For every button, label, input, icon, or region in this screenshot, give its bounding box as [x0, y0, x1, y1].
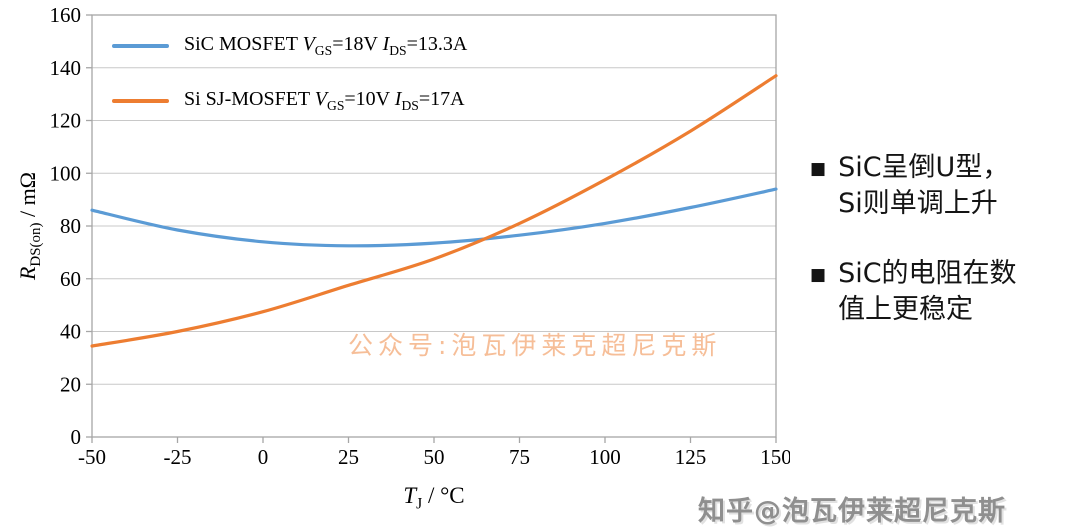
svg-text:-25: -25 — [164, 445, 192, 469]
svg-text:75: 75 — [509, 445, 530, 469]
svg-text:50: 50 — [424, 445, 445, 469]
svg-text:80: 80 — [60, 214, 81, 238]
svg-text:120: 120 — [50, 109, 82, 133]
zhihu-watermark: 知乎@泡瓦伊莱超尼克斯 — [698, 496, 1006, 527]
svg-text:20: 20 — [60, 372, 81, 396]
key-points-panel: ■ SiC呈倒U型， Si则单调上升 ■ SiC的电阻在数 值上更稳定 — [810, 150, 1076, 362]
legend-label: Si SJ-MOSFET VGS=10V IDS=17A — [184, 88, 465, 113]
note-text: SiC呈倒U型， Si则单调上升 — [838, 152, 1010, 219]
note-item-1: ■ SiC的电阻在数 值上更稳定 — [810, 256, 1076, 328]
svg-text:-50: -50 — [78, 445, 106, 469]
gridlines — [92, 67, 776, 385]
x-tick-labels: -50 -25 0 25 50 75 100 125 150 — [78, 445, 792, 469]
svg-text:125: 125 — [675, 445, 707, 469]
svg-text:0: 0 — [258, 445, 269, 469]
svg-text:150: 150 — [760, 445, 790, 469]
axis-ticks — [86, 14, 777, 443]
legend-line-swatch — [112, 99, 169, 103]
svg-text:40: 40 — [60, 320, 81, 344]
svg-text:60: 60 — [60, 267, 81, 291]
y-axis-label: RDS(on) / mΩ — [14, 171, 45, 281]
svg-text:160: 160 — [50, 3, 82, 27]
y-tick-labels: 0 20 40 60 80 100 120 140 160 — [50, 3, 82, 449]
svg-text:140: 140 — [50, 56, 82, 80]
legend-item-0: SiC MOSFET VGS=18V IDS=13.3A — [112, 30, 467, 62]
bullet-square-icon: ■ — [810, 264, 827, 285]
legend-item-1: Si SJ-MOSFET VGS=10V IDS=17A — [112, 85, 467, 117]
svg-text:100: 100 — [50, 161, 82, 185]
series-line-1 — [90, 74, 778, 348]
bullet-square-icon: ■ — [810, 159, 827, 179]
svg-text:25: 25 — [338, 445, 359, 469]
chart-plot-area: -50 -25 0 25 50 75 100 125 150 0 20 40 60 80 100 120 140… — [50, 3, 792, 469]
note-text: SiC的电阻在数 值上更稳定 — [838, 257, 1017, 325]
note-item-0: ■ SiC呈倒U型， Si则单调上升 — [810, 150, 1076, 222]
svg-text:0: 0 — [71, 425, 82, 449]
center-watermark: 公众号:泡瓦伊莱克超尼克斯 — [348, 331, 722, 360]
x-axis-label: TJ / °C — [403, 483, 465, 513]
svg-text:100: 100 — [589, 445, 621, 469]
legend-line-swatch — [112, 44, 169, 48]
series-lines — [90, 74, 778, 348]
chart-legend: SiC MOSFET VGS=18V IDS=13.3A Si SJ-MOSFET… — [112, 30, 467, 140]
legend-label: SiC MOSFET VGS=18V IDS=13.3A — [184, 33, 468, 58]
series-line-0 — [90, 187, 778, 248]
